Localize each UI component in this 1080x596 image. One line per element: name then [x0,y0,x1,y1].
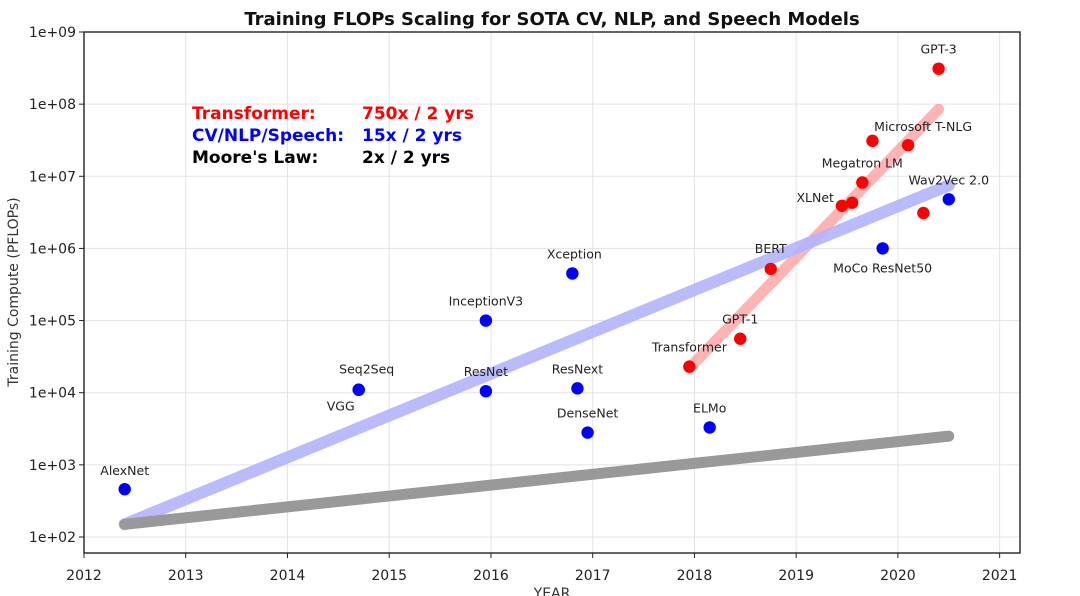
y-tick-label: 1e+03 [29,458,76,474]
point-label-bert: BERT [755,241,787,256]
x-tick-label: 2013 [168,568,204,584]
x-tick-label: 2020 [880,568,916,584]
x-axis-label: YEAR [533,586,571,596]
point-gpt-3 [932,62,945,75]
point-inceptionv3 [479,314,493,327]
x-tick-label: 2016 [473,568,509,584]
y-tick-label: 1e+06 [29,241,76,257]
point-label-resnext: ResNext [552,361,604,376]
point-label-elmo: ELMo [693,400,726,415]
point-wav2vec-2-0 [942,193,955,206]
point-label-megatron-lm: Megatron LM [822,156,903,171]
point-label-xception: Xception [547,246,602,261]
x-axis: 2012 2013 2014 2015 2016 2017 2018 2019 2020 2021 [66,553,1017,584]
point-label-inceptionv3: InceptionV3 [449,294,524,309]
x-tick-label: 2018 [677,568,713,584]
annotation-rate-moore-s-law: 2x / 2 yrs [362,148,450,168]
point-label-wav2vec-2-0: Wav2Vec 2.0 [908,172,989,187]
point-bert [764,262,777,276]
annotation-rate-transformer: 750x / 2 yrs [362,104,474,124]
point-label-gpt-1: GPT-1 [722,312,758,327]
x-tick-label: 2014 [270,568,306,584]
point-label-alexnet: AlexNet [100,463,149,478]
point-label-seq2seq: Seq2Seq [339,362,394,377]
point-densenet [581,426,594,439]
point-labels: AlexNet VGG Seq2Seq InceptionV3 ResNet Xcepti… [100,42,989,478]
trend-lines [118,103,955,531]
point-xlnet [835,199,849,212]
x-tick-label: 2012 [66,568,102,584]
plot-frame [83,31,1021,554]
trend-line-moore-s-law [119,430,955,530]
point-xception [566,267,579,280]
y-tick-label: 1e+07 [29,169,76,185]
x-tick-label: 2019 [778,568,814,584]
point-label-vgg: VGG [327,399,355,414]
point-unlabeled [917,206,930,220]
point-resnext [571,382,584,395]
trend-line-cv-nlp-speech [118,179,955,531]
annotation-name-transformer: Transformer: [192,104,316,124]
x-tick-label: 2017 [575,568,611,584]
y-axis-label: Training Compute (PFLOPs) [6,197,22,387]
y-tick-label: 1e+04 [29,386,76,402]
point-transformer [683,360,696,373]
y-axis: 1e+02 1e+03 1e+04 1e+05 1e+06 1e+07 1e+08 1e+09 [29,25,84,546]
point-unlabeled [845,196,859,209]
point-microsoft-t-nlg [901,138,915,152]
point-unlabeled [866,134,879,148]
point-alexnet [118,482,131,496]
y-tick-label: 1e+05 [29,314,76,330]
point-elmo [703,421,716,434]
growth-rate-annotations: Transformer: 750x / 2 yrs CV/NLP/Speech: 15… [192,104,474,168]
x-tick-label: 2021 [982,568,1018,584]
chart-title: Training FLOPs Scaling for SOTA CV, NLP,… [244,9,859,30]
point-seq2seq [352,383,365,396]
point-label-resnet: ResNet [464,364,508,379]
point-label-transformer: Transformer [651,340,728,355]
point-label-gpt-3: GPT-3 [921,42,957,57]
point-gpt-1 [734,332,747,345]
y-tick-label: 1e+02 [29,530,76,546]
y-tick-label: 1e+08 [29,97,76,113]
point-moco-resnet50 [876,242,889,255]
annotation-name-cv-nlp-speech: CV/NLP/Speech: [192,126,344,146]
point-megatron-lm [856,176,869,189]
annotation-name-moore-s-law: Moore's Law: [192,148,318,168]
point-label-xlnet: XLNet [796,190,834,205]
point-label-moco-resnet50: MoCo ResNet50 [833,260,932,275]
x-tick-label: 2015 [371,568,407,584]
point-resnet [479,384,493,398]
point-label-microsoft-t-nlg: Microsoft T-NLG [874,119,972,134]
data-points [118,62,955,496]
y-tick-label: 1e+09 [29,25,76,41]
annotation-rate-cv-nlp-speech: 15x / 2 yrs [362,126,462,146]
point-label-densenet: DenseNet [557,406,618,421]
